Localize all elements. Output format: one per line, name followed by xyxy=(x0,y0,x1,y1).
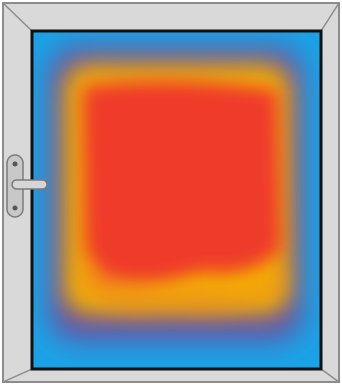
frame-bevel-br xyxy=(320,368,340,383)
frame-bevel-bl xyxy=(2,368,33,383)
thermal-hot-zone xyxy=(82,80,282,285)
thermal-orange-fringe xyxy=(78,250,285,313)
window-handle-icon xyxy=(6,154,48,218)
frame-bevel-tl xyxy=(2,2,33,32)
glass-edge xyxy=(30,29,323,371)
frame-bevel-tr xyxy=(320,2,340,32)
glass-pane xyxy=(32,31,321,369)
